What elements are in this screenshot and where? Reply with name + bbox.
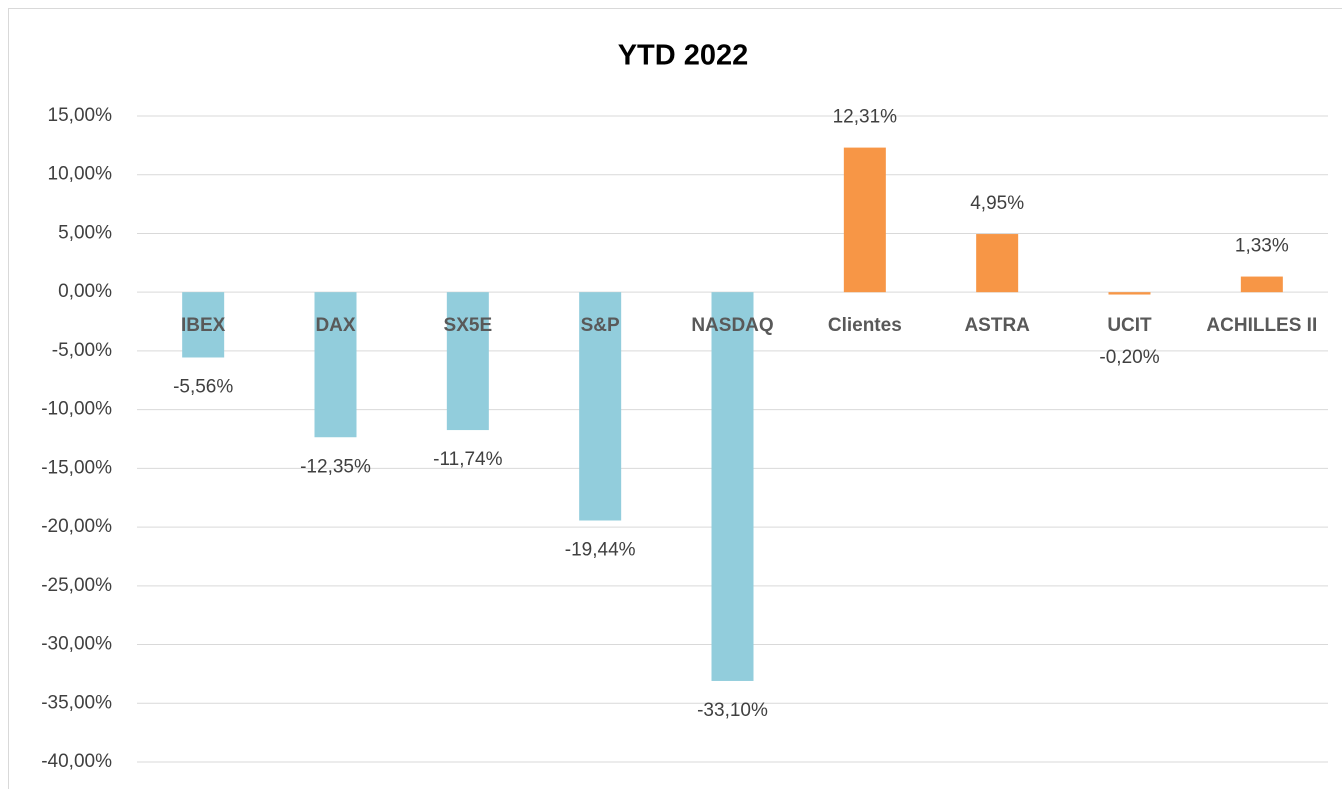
bar bbox=[711, 292, 754, 681]
y-tick-label: -25,00% bbox=[41, 575, 112, 596]
x-tick-label: DAX bbox=[315, 315, 355, 336]
x-tick-label: S&P bbox=[581, 315, 620, 336]
data-label: -11,74% bbox=[433, 449, 502, 470]
y-tick-label: 5,00% bbox=[58, 222, 112, 243]
x-tick-label: ACHILLES II bbox=[1206, 315, 1317, 336]
bar bbox=[446, 292, 489, 431]
bar bbox=[1240, 276, 1283, 293]
data-label: -5,56% bbox=[173, 377, 233, 398]
x-tick-label: ASTRA bbox=[964, 315, 1030, 336]
y-tick-label: -15,00% bbox=[41, 457, 112, 478]
data-label: -0,20% bbox=[1099, 347, 1159, 368]
y-tick-label: -10,00% bbox=[41, 399, 112, 420]
data-label: -19,44% bbox=[565, 540, 636, 561]
y-tick-label: -5,00% bbox=[52, 340, 112, 361]
chart-title: YTD 2022 bbox=[618, 40, 749, 72]
x-tick-label: UCIT bbox=[1107, 315, 1152, 336]
bar bbox=[976, 234, 1019, 293]
y-tick-label: 15,00% bbox=[48, 105, 113, 126]
data-label: 12,31% bbox=[833, 107, 898, 128]
x-tick-label: IBEX bbox=[181, 315, 226, 336]
bar bbox=[579, 292, 622, 521]
y-tick-label: 0,00% bbox=[58, 281, 112, 302]
bar bbox=[843, 147, 886, 293]
y-tick-label: 10,00% bbox=[48, 164, 113, 185]
x-tick-label: SX5E bbox=[444, 315, 493, 336]
data-label: 1,33% bbox=[1235, 236, 1289, 257]
y-tick-label: -20,00% bbox=[41, 516, 112, 537]
bar bbox=[314, 292, 357, 438]
y-tick-label: -40,00% bbox=[41, 751, 112, 772]
x-tick-label: Clientes bbox=[828, 315, 902, 336]
bar bbox=[1108, 292, 1151, 295]
chart-border bbox=[8, 8, 1342, 789]
y-tick-label: -30,00% bbox=[41, 634, 112, 655]
y-tick-label: -35,00% bbox=[41, 692, 112, 713]
data-label: -12,35% bbox=[300, 456, 371, 477]
data-label: 4,95% bbox=[970, 193, 1024, 214]
bar bbox=[182, 292, 225, 358]
data-label: -33,10% bbox=[697, 700, 768, 721]
x-tick-label: NASDAQ bbox=[691, 315, 773, 336]
